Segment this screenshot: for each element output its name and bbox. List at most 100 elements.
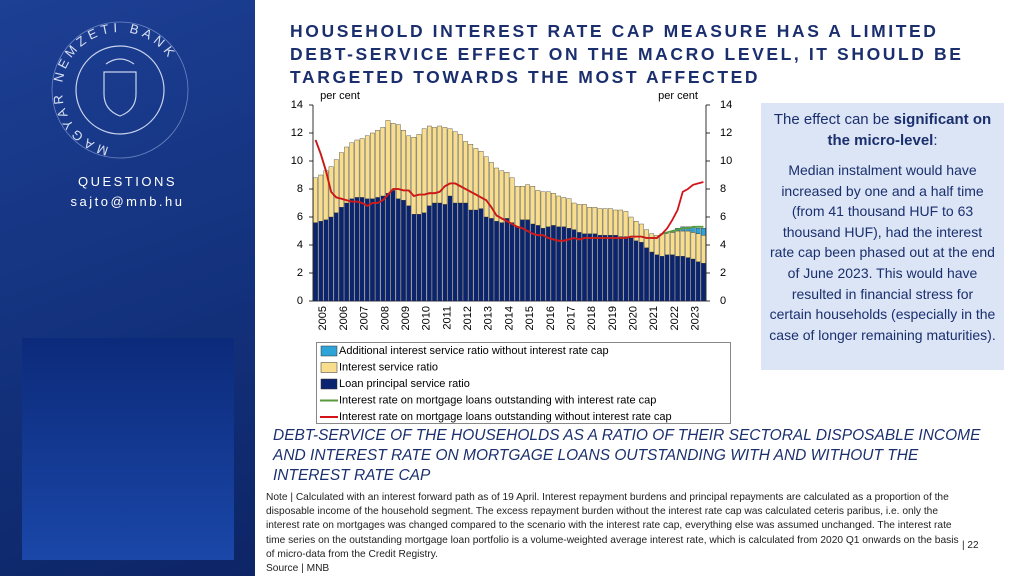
bar bbox=[494, 221, 499, 302]
bar bbox=[463, 202, 468, 302]
bar bbox=[701, 263, 706, 302]
bar bbox=[478, 208, 484, 302]
bar bbox=[473, 148, 479, 211]
bar bbox=[354, 197, 360, 302]
bar bbox=[602, 235, 608, 302]
bar bbox=[561, 197, 567, 227]
bar bbox=[576, 204, 582, 233]
bar bbox=[401, 130, 406, 201]
bar bbox=[463, 141, 468, 204]
bar bbox=[618, 209, 624, 237]
bar bbox=[592, 233, 598, 302]
bar bbox=[411, 214, 417, 302]
y2-tick-label: 2 bbox=[720, 267, 726, 279]
y2-tick-label: 10 bbox=[720, 155, 732, 167]
y-tick-label: 4 bbox=[297, 239, 303, 251]
bar bbox=[344, 146, 349, 204]
bar bbox=[571, 229, 577, 302]
bar bbox=[447, 195, 453, 302]
bar bbox=[633, 221, 639, 241]
bar bbox=[649, 251, 655, 302]
x-tick-label: 2012 bbox=[462, 306, 474, 330]
bar bbox=[623, 236, 629, 302]
x-tick-label: 2016 bbox=[545, 306, 557, 330]
bar bbox=[680, 256, 686, 302]
bar bbox=[375, 197, 380, 302]
sidebar: MAGYAR NEMZETI BANK QUESTIONS sajto@mnb.… bbox=[0, 0, 255, 576]
x-tick-label: 2009 bbox=[400, 306, 412, 330]
bar bbox=[421, 128, 427, 213]
y-tick-label: 6 bbox=[297, 211, 303, 223]
bar bbox=[690, 232, 696, 260]
page-number: | 22 bbox=[962, 540, 979, 551]
bar bbox=[364, 198, 370, 302]
bar bbox=[468, 144, 474, 211]
logo-shield bbox=[103, 71, 137, 117]
bar bbox=[695, 228, 701, 234]
bar bbox=[473, 209, 479, 302]
x-tick-label: 2017 bbox=[565, 306, 577, 330]
bar bbox=[685, 257, 691, 302]
legend-swatch bbox=[320, 378, 338, 390]
bar bbox=[582, 233, 587, 302]
bar bbox=[597, 208, 603, 236]
bar bbox=[437, 125, 443, 204]
y-tick-label: 12 bbox=[291, 127, 303, 139]
bar bbox=[680, 230, 686, 257]
bar bbox=[489, 218, 494, 302]
bar bbox=[375, 130, 380, 198]
callout-lead: The effect can be significant on the mic… bbox=[769, 109, 996, 151]
x-tick-label: 2005 bbox=[317, 306, 329, 330]
bar bbox=[649, 233, 655, 253]
y2-tick-label: 12 bbox=[720, 127, 732, 139]
logo: MAGYAR NEMZETI BANK bbox=[50, 20, 189, 159]
bar bbox=[385, 193, 391, 302]
bar bbox=[416, 134, 422, 215]
bar bbox=[478, 151, 484, 209]
legend-svg: Additional interest service ratio withou… bbox=[320, 345, 672, 423]
bar bbox=[380, 127, 386, 197]
bar bbox=[458, 134, 463, 204]
bar bbox=[628, 237, 634, 302]
logo-crown bbox=[105, 58, 135, 65]
bar bbox=[551, 193, 556, 226]
bar bbox=[639, 223, 644, 243]
bar bbox=[695, 261, 701, 302]
x-tick-label: 2008 bbox=[379, 306, 391, 330]
bar bbox=[582, 204, 587, 234]
y-tick-label: 14 bbox=[291, 99, 303, 111]
y-tick-label: 8 bbox=[297, 183, 303, 195]
lead-text: : bbox=[933, 132, 938, 149]
bar bbox=[576, 232, 582, 302]
legend-swatch bbox=[320, 345, 338, 357]
bar bbox=[349, 142, 355, 199]
bar bbox=[339, 152, 344, 208]
bar bbox=[442, 204, 448, 302]
bar bbox=[359, 138, 365, 198]
bar bbox=[566, 198, 572, 229]
legend-label: Loan principal service ratio bbox=[339, 378, 470, 390]
callout: The effect can be significant on the mic… bbox=[761, 103, 1004, 370]
bar bbox=[442, 127, 448, 205]
bar bbox=[344, 202, 349, 302]
bar bbox=[520, 186, 525, 220]
x-tick-label: 2023 bbox=[690, 306, 702, 330]
bar bbox=[333, 212, 339, 302]
bar bbox=[628, 216, 634, 239]
bar bbox=[452, 131, 458, 204]
bar bbox=[339, 207, 344, 302]
bar bbox=[571, 202, 577, 230]
bar bbox=[432, 127, 437, 204]
bar bbox=[411, 137, 417, 215]
lead-bold: significant on the micro-level bbox=[827, 111, 992, 149]
bar bbox=[639, 242, 644, 302]
x-tick-label: 2014 bbox=[503, 306, 515, 330]
bar bbox=[421, 212, 427, 302]
callout-body: Median instalment would have increased b… bbox=[769, 162, 996, 343]
bar bbox=[328, 216, 334, 302]
x-tick-label: 2006 bbox=[338, 306, 350, 330]
bar bbox=[530, 223, 536, 302]
y2-tick-label: 0 bbox=[720, 295, 726, 307]
